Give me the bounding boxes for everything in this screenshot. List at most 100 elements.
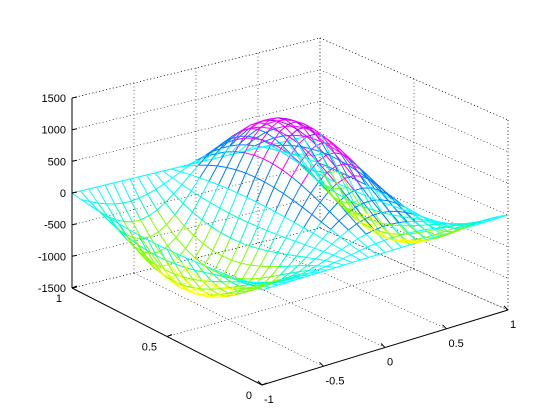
mesh-line <box>257 123 268 130</box>
mesh-line <box>388 200 397 204</box>
mesh-line <box>251 277 262 280</box>
mesh-line <box>185 257 196 263</box>
mesh-line <box>186 268 197 277</box>
mesh-line <box>217 165 227 168</box>
mesh-line <box>282 277 293 281</box>
mesh-line <box>242 127 252 139</box>
mesh-line <box>283 193 294 201</box>
mesh-line <box>141 236 151 240</box>
mesh-line <box>247 135 257 139</box>
x-tick-mark <box>442 324 447 330</box>
mesh-line <box>383 240 394 251</box>
mesh-line <box>416 236 426 240</box>
mesh-line <box>198 294 209 298</box>
mesh-line <box>204 265 214 275</box>
mesh-line <box>216 151 226 167</box>
mesh-line <box>192 196 202 213</box>
mesh-line <box>239 241 250 247</box>
mesh-line <box>291 176 302 186</box>
mesh-line <box>259 250 269 267</box>
mesh-line <box>246 137 257 146</box>
mesh-line <box>254 158 264 178</box>
mesh-line <box>370 187 381 201</box>
mesh-line <box>362 216 372 221</box>
mesh-line <box>397 210 406 213</box>
mesh-line <box>285 119 295 127</box>
mesh-line <box>238 217 249 223</box>
mesh-line <box>307 167 318 174</box>
mesh-line <box>303 127 313 132</box>
mesh-line <box>138 197 150 217</box>
mesh-line <box>112 182 124 204</box>
mesh-line <box>345 186 355 204</box>
mesh-line <box>348 159 360 168</box>
mesh-line <box>297 129 308 138</box>
mesh-line <box>351 164 361 170</box>
mesh-line <box>327 183 337 193</box>
mesh-line <box>299 156 309 169</box>
mesh-surface <box>71 117 509 298</box>
mesh-line <box>140 219 151 237</box>
mesh-line <box>358 166 369 177</box>
mesh-line <box>287 152 298 163</box>
grid-line-y <box>71 227 321 289</box>
mesh-line <box>330 220 340 230</box>
grid-line-y <box>166 268 415 337</box>
mesh-line <box>164 193 174 203</box>
mesh-line <box>374 189 385 196</box>
mesh-line <box>401 244 410 248</box>
mesh-line <box>313 170 323 173</box>
mesh-line <box>155 255 165 270</box>
mesh-line <box>384 249 394 253</box>
mesh-line <box>230 281 240 287</box>
mesh-line <box>287 123 298 130</box>
mesh-line <box>171 168 181 173</box>
mesh-line <box>122 200 132 204</box>
mesh-line <box>435 231 445 236</box>
mesh-line <box>156 202 166 211</box>
mesh-line <box>180 171 191 176</box>
mesh-line <box>221 138 232 149</box>
mesh-line <box>277 252 288 255</box>
mesh-line <box>375 240 384 245</box>
mesh-line <box>127 236 138 245</box>
mesh-line <box>339 188 350 204</box>
mesh-line <box>321 135 332 143</box>
mesh-line <box>203 271 214 275</box>
mesh-line <box>350 212 361 223</box>
mesh-line <box>157 231 169 247</box>
mesh-line <box>213 142 224 152</box>
mesh-line <box>163 183 174 195</box>
mesh-line <box>298 265 308 273</box>
mesh-line <box>292 275 302 279</box>
mesh-line <box>313 170 324 185</box>
mesh-line <box>285 237 296 242</box>
mesh-line <box>202 280 212 290</box>
mesh-line <box>339 152 349 166</box>
mesh-line <box>313 128 324 137</box>
mesh-line <box>199 164 209 179</box>
mesh-line <box>231 242 241 261</box>
mesh-line <box>266 230 277 235</box>
mesh-line <box>173 273 183 286</box>
mesh-line <box>116 227 127 240</box>
mesh-line <box>352 175 363 189</box>
mesh-line <box>192 211 203 221</box>
mesh-line <box>80 188 89 192</box>
mesh-line <box>391 214 401 226</box>
mesh-line <box>147 239 157 256</box>
mesh-line <box>168 263 179 276</box>
mesh-line <box>123 221 134 238</box>
mesh-line <box>279 123 289 132</box>
mesh-line <box>324 142 334 145</box>
mesh-line <box>365 184 375 200</box>
mesh-line <box>371 200 382 213</box>
mesh-line <box>205 281 216 287</box>
mesh-line <box>260 266 270 279</box>
z-tick-label: -500 <box>44 220 66 232</box>
mesh-line <box>367 243 376 248</box>
mesh-line <box>280 272 290 276</box>
mesh-line <box>247 128 258 137</box>
mesh-line <box>319 151 330 156</box>
mesh-line <box>290 153 300 157</box>
